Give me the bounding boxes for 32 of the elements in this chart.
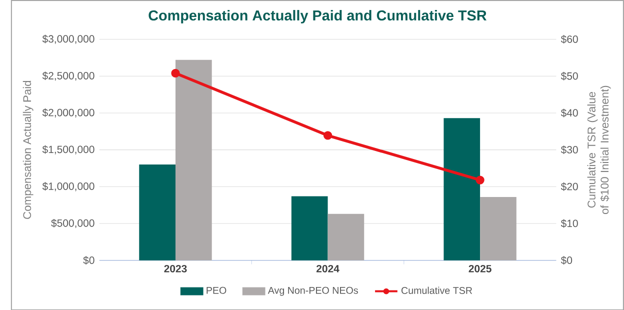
y-tick-label: $2,500,000 [42,71,94,80]
bar [175,60,212,260]
y2-tick-label: $50 [560,72,578,80]
point [171,68,180,78]
y-tick-label: $2,000,000 [42,108,94,118]
y2-tick-label: $0 [560,256,572,264]
y2-tick-label: $20 [560,182,578,191]
y2-tick-label: $40 [560,108,578,117]
bar [480,196,516,260]
chart-title: Compensation Actually Paid and Cumulative TSR [148,10,487,24]
bar [291,196,328,260]
bar [444,118,480,260]
y-tick-label: $0 [83,256,94,264]
x-tick-label: 2025 [468,264,492,272]
y-tick-label: $1,500,000 [42,145,94,154]
y2-tick-label: $10 [560,219,578,228]
y-tick-label: $1,000,000 [42,182,94,191]
y-tick-label: $3,000,000 [42,34,94,44]
legend-label: Avg Non-PEO NEOs [268,286,358,296]
point [323,130,332,140]
x-tick-label: 2024 [316,264,340,272]
x-tick-label: 2023 [164,264,187,272]
bar [139,164,176,260]
legend-label: Cumulative TSR [402,286,472,294]
y2-tick-label: $30 [560,145,578,154]
y-axis-title: Compensation Actually Paid [22,80,34,219]
bar [328,214,364,260]
y2-tick-label: $60 [560,34,578,44]
legend-label: PEO [206,286,226,294]
y2-axis-title: Cumulative TSR (Value of $100 Initial Investment) [587,86,611,214]
point [476,175,484,184]
y-tick-label: $500,000 [51,218,94,228]
